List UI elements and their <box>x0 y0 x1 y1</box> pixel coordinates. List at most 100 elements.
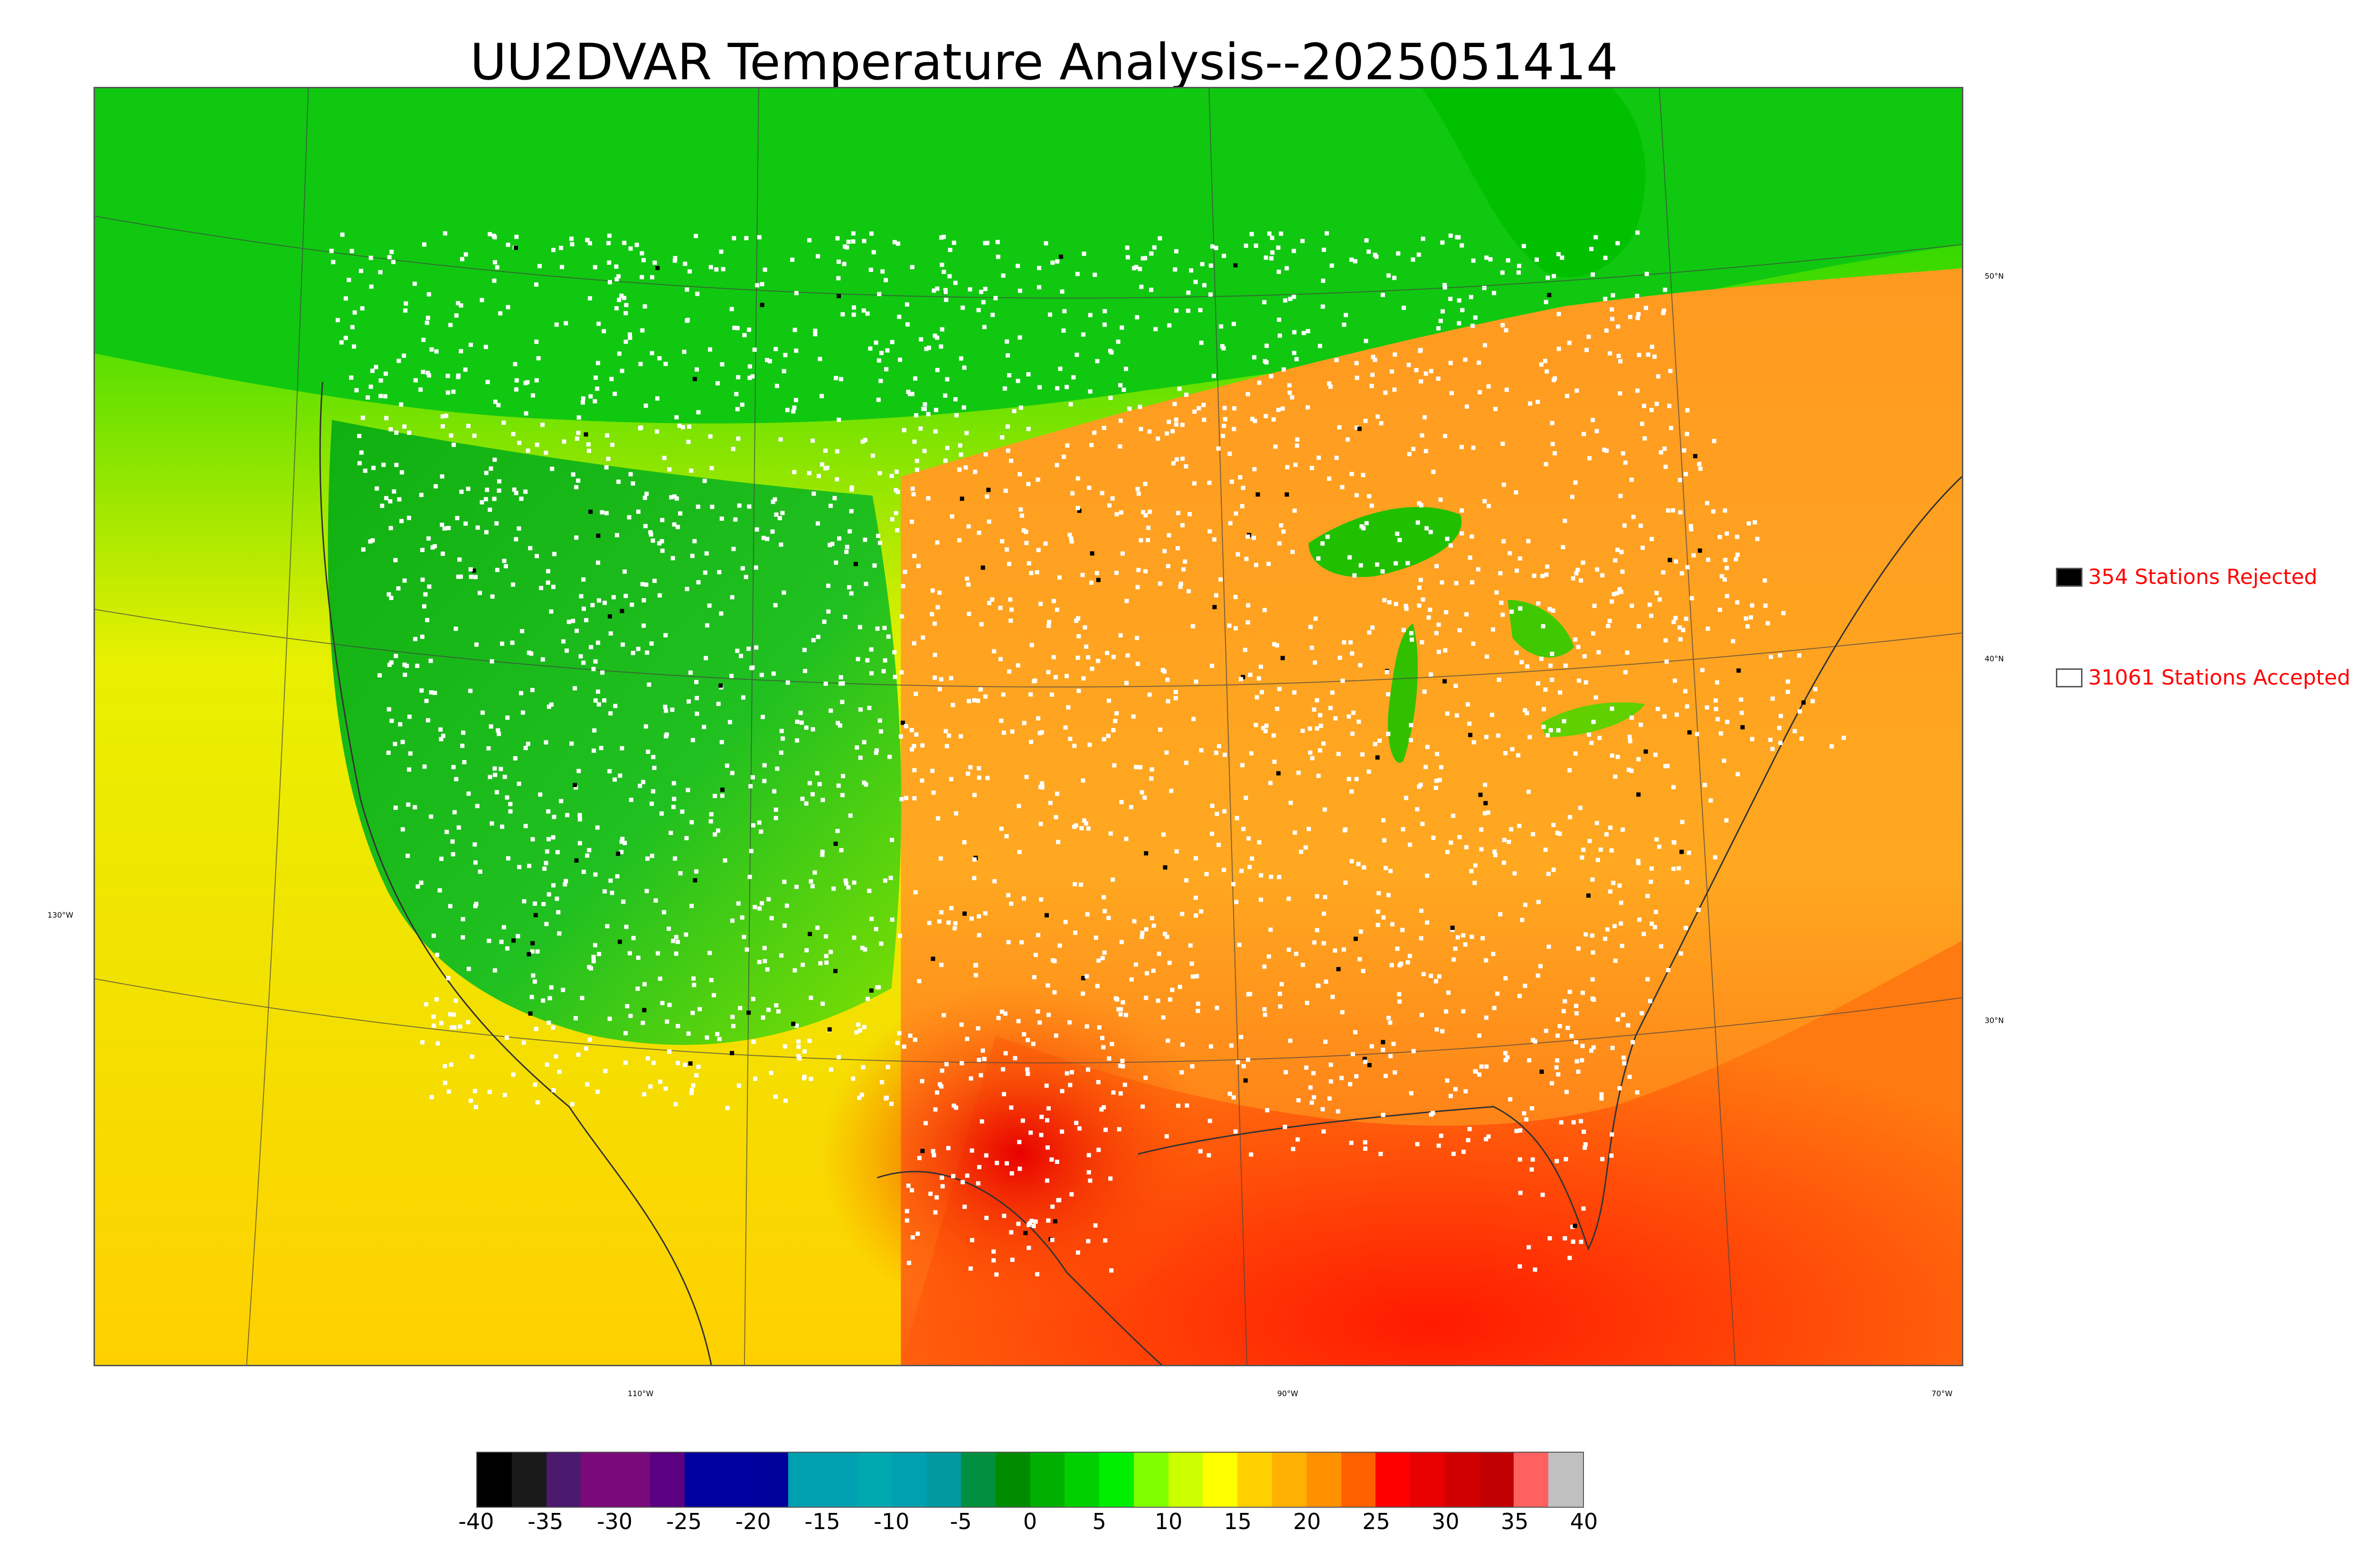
station-accepted <box>796 1044 801 1049</box>
station-accepted <box>940 1068 944 1073</box>
station-accepted <box>1093 1223 1098 1228</box>
station-accepted <box>1292 830 1297 835</box>
station-accepted <box>1686 850 1691 855</box>
station-accepted <box>779 953 784 958</box>
station-accepted <box>943 290 948 295</box>
station-accepted <box>480 298 484 302</box>
station-accepted <box>859 1092 864 1097</box>
station-accepted <box>1505 1055 1510 1060</box>
station-accepted <box>783 353 788 357</box>
station-accepted <box>663 633 668 638</box>
station-accepted <box>1243 648 1248 652</box>
station-accepted <box>939 344 943 349</box>
station-accepted <box>696 410 701 414</box>
station-accepted <box>406 802 411 807</box>
station-accepted <box>1470 580 1474 585</box>
station-accepted <box>1642 436 1647 441</box>
station-accepted <box>1170 987 1175 992</box>
station-accepted <box>1158 727 1163 732</box>
station-accepted <box>546 580 550 585</box>
station-accepted <box>1415 520 1420 525</box>
station-accepted <box>541 901 546 906</box>
station-accepted <box>1123 1013 1128 1017</box>
station-accepted <box>384 496 389 500</box>
station-accepted <box>468 688 473 693</box>
station-accepted <box>552 815 556 819</box>
station-accepted <box>1610 599 1614 604</box>
station-accepted <box>1381 1113 1385 1117</box>
station-accepted <box>1717 608 1722 612</box>
station-accepted <box>445 390 450 395</box>
station-accepted <box>869 671 874 676</box>
station-accepted <box>762 779 767 783</box>
station-accepted <box>1161 832 1166 837</box>
station-accepted <box>540 423 545 427</box>
station-accepted <box>1517 270 1521 275</box>
colorbar-segment <box>1375 1453 1411 1507</box>
station-accepted <box>587 449 592 453</box>
station-rejected <box>1276 771 1281 776</box>
station-accepted <box>1584 347 1589 352</box>
station-accepted <box>1272 760 1277 764</box>
station-accepted <box>1072 825 1077 829</box>
station-accepted <box>1363 419 1368 423</box>
station-accepted <box>1179 1070 1184 1075</box>
station-accepted <box>1688 524 1693 528</box>
station-accepted <box>1227 451 1232 456</box>
station-accepted <box>757 235 762 240</box>
station-accepted <box>459 489 464 494</box>
station-accepted <box>555 850 560 854</box>
station-accepted <box>559 245 563 250</box>
station-accepted <box>1146 538 1150 543</box>
station-accepted <box>1363 1060 1367 1064</box>
station-accepted <box>1140 930 1145 935</box>
station-accepted <box>1075 1250 1080 1255</box>
station-accepted <box>1129 805 1133 809</box>
station-accepted <box>1574 571 1579 576</box>
colorbar-segment <box>684 1453 719 1507</box>
station-accepted <box>428 658 433 663</box>
station-accepted <box>1417 585 1422 590</box>
station-accepted <box>1725 594 1730 599</box>
station-accepted <box>1357 719 1361 724</box>
station-accepted <box>1492 849 1497 854</box>
station-accepted <box>678 871 683 876</box>
station-accepted <box>1106 916 1111 920</box>
page-title: UU2DVAR Temperature Analysis--2025051414 <box>470 33 1618 91</box>
station-accepted <box>1271 417 1276 422</box>
station-accepted <box>1659 944 1664 948</box>
station-accepted <box>757 959 762 964</box>
station-accepted <box>906 1183 911 1188</box>
station-accepted <box>384 416 389 421</box>
station-accepted <box>1685 565 1690 570</box>
station-accepted <box>640 275 644 280</box>
station-accepted <box>939 962 944 967</box>
station-accepted <box>896 241 901 246</box>
station-accepted <box>735 326 740 330</box>
station-accepted <box>1550 421 1554 425</box>
station-accepted <box>792 968 797 973</box>
station-accepted <box>1264 360 1269 365</box>
station-accepted <box>1555 1058 1560 1063</box>
station-accepted <box>1318 713 1323 718</box>
station-accepted <box>1648 999 1652 1004</box>
station-accepted <box>1318 748 1322 753</box>
station-accepted <box>1563 1236 1567 1240</box>
station-accepted <box>1433 786 1438 790</box>
station-accepted <box>612 777 617 782</box>
station-accepted <box>1192 409 1197 414</box>
station-accepted <box>1374 254 1379 259</box>
station-accepted <box>1085 912 1090 917</box>
station-accepted <box>1075 506 1080 510</box>
station-accepted <box>581 396 585 401</box>
station-accepted <box>1646 352 1651 357</box>
station-accepted <box>389 596 394 600</box>
station-accepted <box>1301 331 1306 336</box>
station-accepted <box>1170 429 1175 433</box>
station-accepted <box>1186 309 1190 313</box>
station-accepted <box>1548 728 1553 732</box>
station-accepted <box>936 816 941 821</box>
station-accepted <box>1543 847 1548 852</box>
station-accepted <box>360 306 365 311</box>
station-accepted <box>1583 932 1588 937</box>
